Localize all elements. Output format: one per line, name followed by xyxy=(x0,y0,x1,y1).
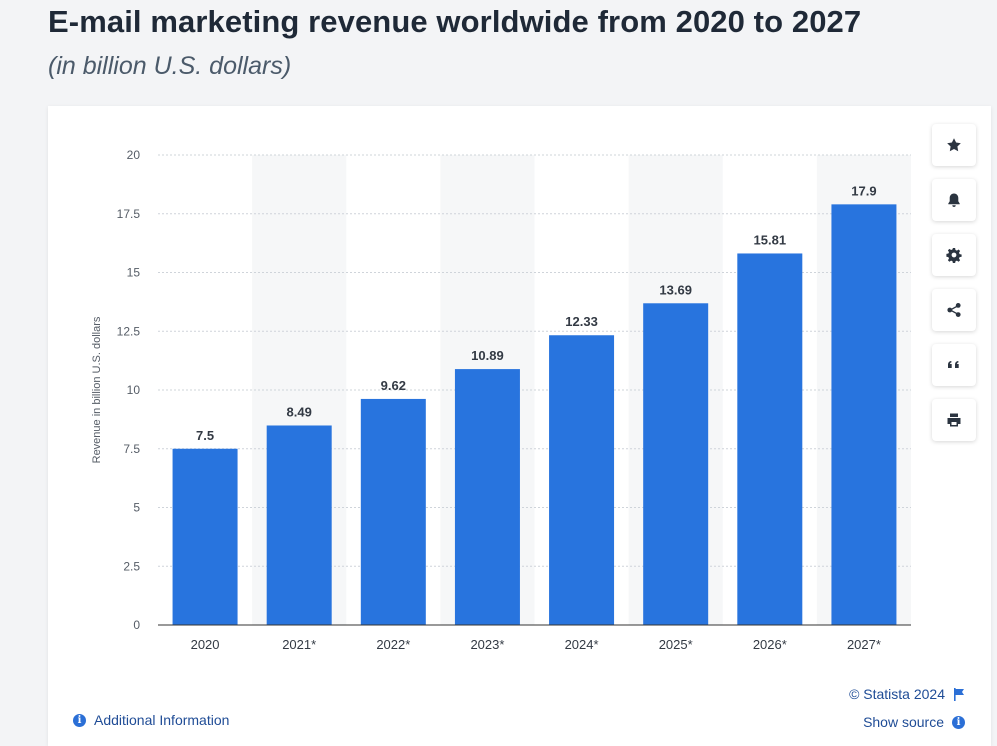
x-tick-label: 2025* xyxy=(659,637,693,652)
copyright-text: © Statista 2024 xyxy=(849,686,945,702)
share-button[interactable] xyxy=(932,289,976,331)
data-label: 7.5 xyxy=(196,428,214,443)
bar xyxy=(549,335,615,625)
data-label: 10.89 xyxy=(471,348,504,363)
bar xyxy=(454,369,520,625)
bell-icon xyxy=(948,193,960,207)
y-tick-label: 5 xyxy=(133,501,140,515)
y-tick-label: 20 xyxy=(127,148,141,162)
x-tick-label: 2027* xyxy=(847,637,881,652)
data-label: 17.9 xyxy=(851,183,876,198)
info-icon: i xyxy=(73,713,86,727)
y-axis-title: Revenue in billion U.S. dollars xyxy=(91,316,103,463)
data-label: 13.69 xyxy=(659,282,692,297)
show-source-text: Show source xyxy=(863,714,944,730)
y-tick-label: 2.5 xyxy=(123,559,140,573)
printer-icon xyxy=(947,413,961,427)
gear-icon xyxy=(946,248,962,263)
bar xyxy=(172,448,238,625)
y-tick-label: 0 xyxy=(133,618,140,632)
show-source-link[interactable]: Show source i xyxy=(863,714,965,730)
page-subtitle: (in billion U.S. dollars) xyxy=(48,52,292,80)
statista-copyright[interactable]: © Statista 2024 xyxy=(849,686,965,702)
data-label: 8.49 xyxy=(287,404,312,419)
bar xyxy=(360,398,426,625)
settings-button[interactable] xyxy=(932,234,976,276)
x-tick-label: 2021* xyxy=(282,637,316,652)
star-icon xyxy=(947,138,961,152)
additional-information-text: Additional Information xyxy=(94,712,230,728)
bar xyxy=(737,253,803,625)
y-tick-label: 12.5 xyxy=(117,324,141,338)
quote-icon xyxy=(948,361,959,368)
flag-icon xyxy=(953,687,965,701)
y-tick-label: 17.5 xyxy=(117,207,141,221)
bar xyxy=(266,425,332,625)
data-label: 12.33 xyxy=(565,314,598,329)
x-tick-label: 2024* xyxy=(565,637,599,652)
data-label: 15.81 xyxy=(754,232,787,247)
x-tick-label: 2020 xyxy=(191,637,220,652)
data-label: 9.62 xyxy=(381,378,406,393)
bar xyxy=(643,303,709,625)
additional-information-link[interactable]: i Additional Information xyxy=(73,712,229,728)
x-tick-label: 2022* xyxy=(376,637,410,652)
share-icon xyxy=(947,303,961,317)
bar-chart: 0 2.5 5 7.5 10 12.5 15 17.5 20 Revenue in billion… xyxy=(91,148,911,652)
info-icon: i xyxy=(952,715,965,729)
notification-button[interactable] xyxy=(932,179,976,221)
x-tick-label: 2023* xyxy=(470,637,504,652)
y-tick-label: 10 xyxy=(127,383,141,397)
print-button[interactable] xyxy=(932,399,976,441)
x-tick-label: 2026* xyxy=(753,637,787,652)
chart-card: 0 2.5 5 7.5 10 12.5 15 17.5 20 Revenue in billion… xyxy=(48,106,991,746)
bar xyxy=(831,204,897,625)
y-tick-label: 7.5 xyxy=(123,442,140,456)
cite-button[interactable] xyxy=(932,344,976,386)
page-title: E-mail marketing revenue worldwide from … xyxy=(48,4,862,39)
y-tick-label: 15 xyxy=(127,266,141,280)
favorite-button[interactable] xyxy=(932,124,976,166)
